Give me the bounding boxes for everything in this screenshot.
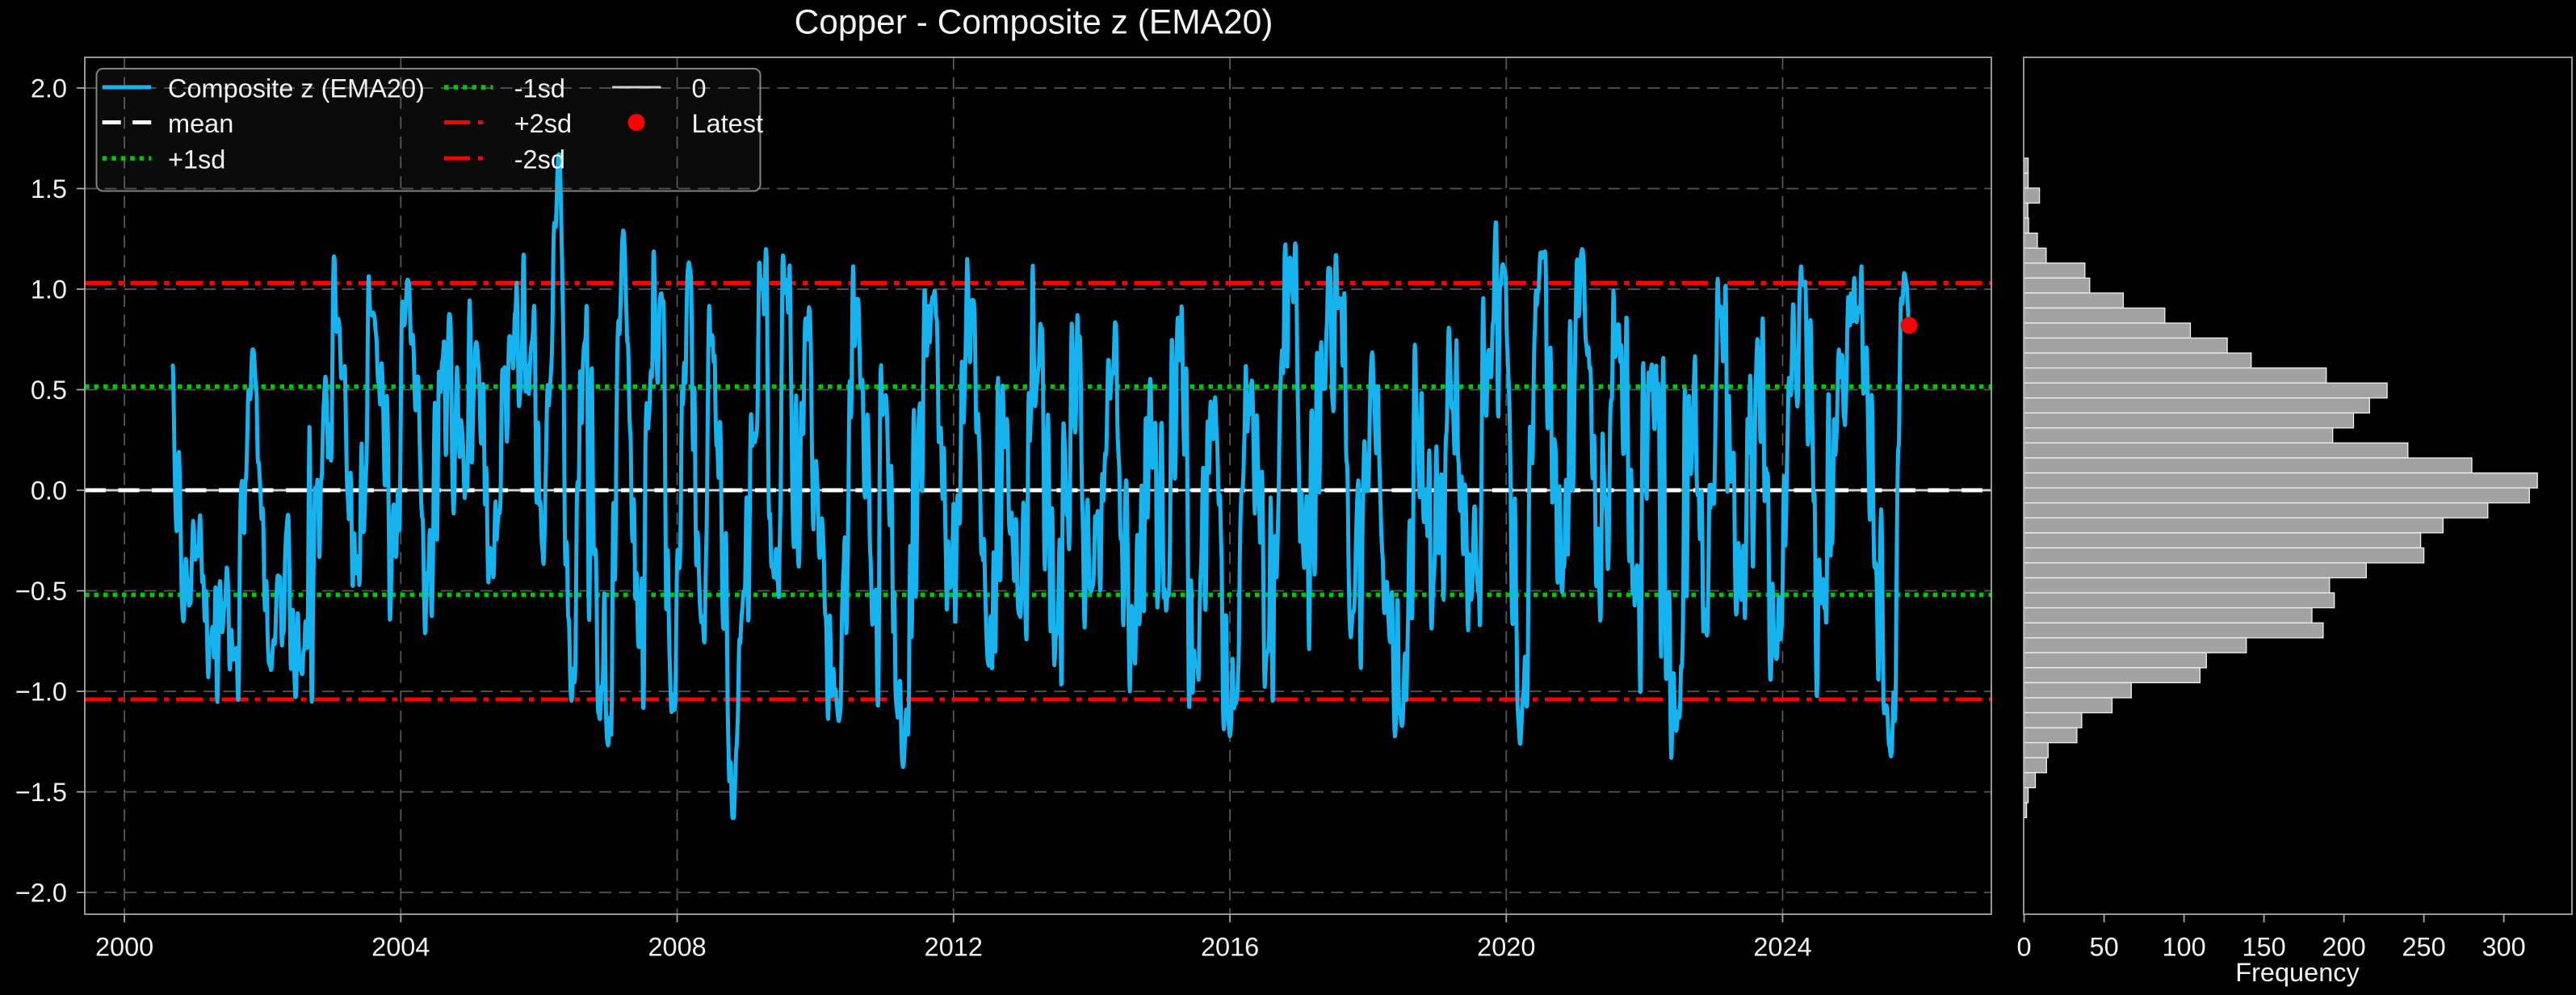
svg-text:Latest: Latest (692, 109, 764, 138)
svg-text:50: 50 (2090, 933, 2119, 962)
svg-text:0.5: 0.5 (31, 376, 67, 405)
svg-text:1.5: 1.5 (31, 174, 67, 204)
svg-text:2008: 2008 (648, 933, 706, 962)
svg-text:2000: 2000 (95, 933, 153, 962)
svg-text:−1.5: −1.5 (15, 778, 67, 807)
svg-text:+1sd: +1sd (168, 145, 225, 174)
svg-text:2012: 2012 (925, 933, 983, 962)
svg-text:Composite z (EMA20): Composite z (EMA20) (168, 74, 425, 103)
svg-text:1.0: 1.0 (31, 275, 67, 304)
svg-text:0.0: 0.0 (31, 477, 67, 506)
svg-text:Copper - Composite z (EMA20): Copper - Composite z (EMA20) (795, 4, 1273, 42)
svg-text:+2sd: +2sd (514, 109, 572, 138)
svg-text:mean: mean (168, 109, 233, 138)
svg-text:-2sd: -2sd (514, 145, 565, 174)
svg-text:Frequency: Frequency (2235, 958, 2360, 987)
svg-text:−1.0: −1.0 (15, 678, 67, 707)
svg-text:2.0: 2.0 (31, 74, 67, 103)
svg-text:250: 250 (2402, 933, 2445, 962)
svg-text:150: 150 (2242, 933, 2285, 962)
svg-text:0: 0 (2017, 933, 2032, 962)
svg-text:−0.5: −0.5 (15, 577, 67, 606)
svg-text:2004: 2004 (371, 933, 430, 962)
svg-text:-1sd: -1sd (514, 74, 565, 103)
svg-text:200: 200 (2322, 933, 2365, 962)
svg-text:2020: 2020 (1477, 933, 1535, 962)
svg-text:2024: 2024 (1753, 933, 1811, 962)
svg-text:100: 100 (2162, 933, 2205, 962)
svg-text:−2.0: −2.0 (15, 879, 67, 908)
svg-text:0: 0 (692, 74, 707, 103)
svg-text:300: 300 (2482, 933, 2525, 962)
svg-text:2016: 2016 (1201, 933, 1259, 962)
